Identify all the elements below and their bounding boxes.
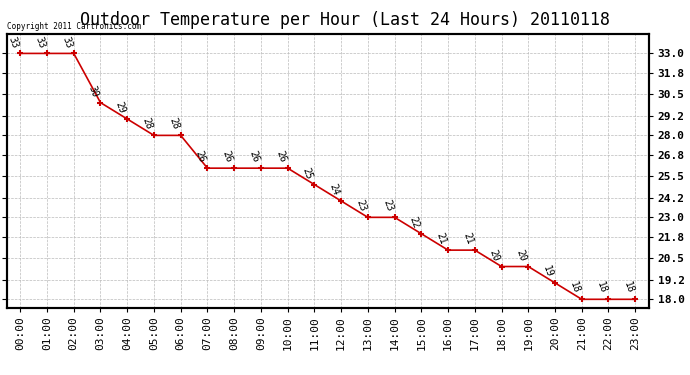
Text: 21: 21 — [461, 231, 475, 246]
Text: 26: 26 — [247, 150, 261, 164]
Text: 21: 21 — [435, 231, 448, 246]
Text: Copyright 2011 Cartronics.com: Copyright 2011 Cartronics.com — [7, 22, 141, 31]
Text: 33: 33 — [33, 35, 47, 49]
Text: 28: 28 — [140, 117, 154, 131]
Text: 29: 29 — [114, 100, 127, 115]
Text: 28: 28 — [167, 117, 181, 131]
Text: 33: 33 — [7, 35, 20, 49]
Text: 26: 26 — [194, 150, 207, 164]
Text: 33: 33 — [60, 35, 74, 49]
Text: 20: 20 — [488, 248, 502, 262]
Text: 26: 26 — [274, 150, 288, 164]
Text: 23: 23 — [381, 199, 395, 213]
Text: 19: 19 — [542, 264, 555, 279]
Text: 18: 18 — [622, 280, 635, 295]
Text: 18: 18 — [595, 280, 609, 295]
Text: 22: 22 — [408, 215, 421, 229]
Text: 26: 26 — [221, 150, 234, 164]
Text: 23: 23 — [354, 199, 368, 213]
Text: 20: 20 — [515, 248, 528, 262]
Text: 25: 25 — [301, 166, 314, 180]
Text: 18: 18 — [568, 280, 582, 295]
Text: Outdoor Temperature per Hour (Last 24 Hours) 20110118: Outdoor Temperature per Hour (Last 24 Ho… — [80, 11, 610, 29]
Text: 30: 30 — [87, 84, 100, 98]
Text: 24: 24 — [328, 182, 341, 197]
